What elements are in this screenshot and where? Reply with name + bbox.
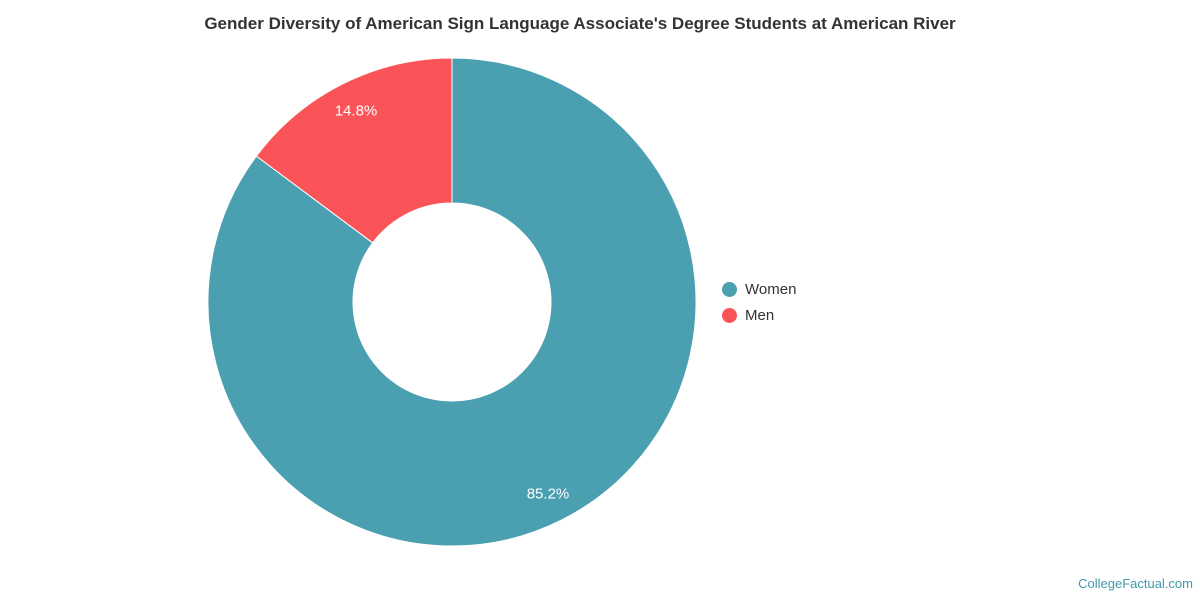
legend-item-women[interactable]: Women <box>722 276 796 302</box>
data-label-men: 14.8% <box>335 103 378 120</box>
men-legend-dot-icon <box>722 307 737 323</box>
legend-label-men: Men <box>745 306 775 324</box>
women-legend-dot-icon <box>722 281 737 297</box>
data-label-women: 85.2% <box>527 485 570 502</box>
chart-title: Gender Diversity of American Sign Langua… <box>204 14 956 33</box>
pie-slice-women[interactable] <box>207 57 697 547</box>
pie-slice-men[interactable] <box>255 57 453 244</box>
legend-item-men[interactable]: Men <box>722 302 796 328</box>
legend: Women Men <box>722 276 796 328</box>
collegefactual-watermark-link[interactable]: CollegeFactual.com <box>1078 576 1193 591</box>
legend-label-women: Women <box>745 280 797 298</box>
